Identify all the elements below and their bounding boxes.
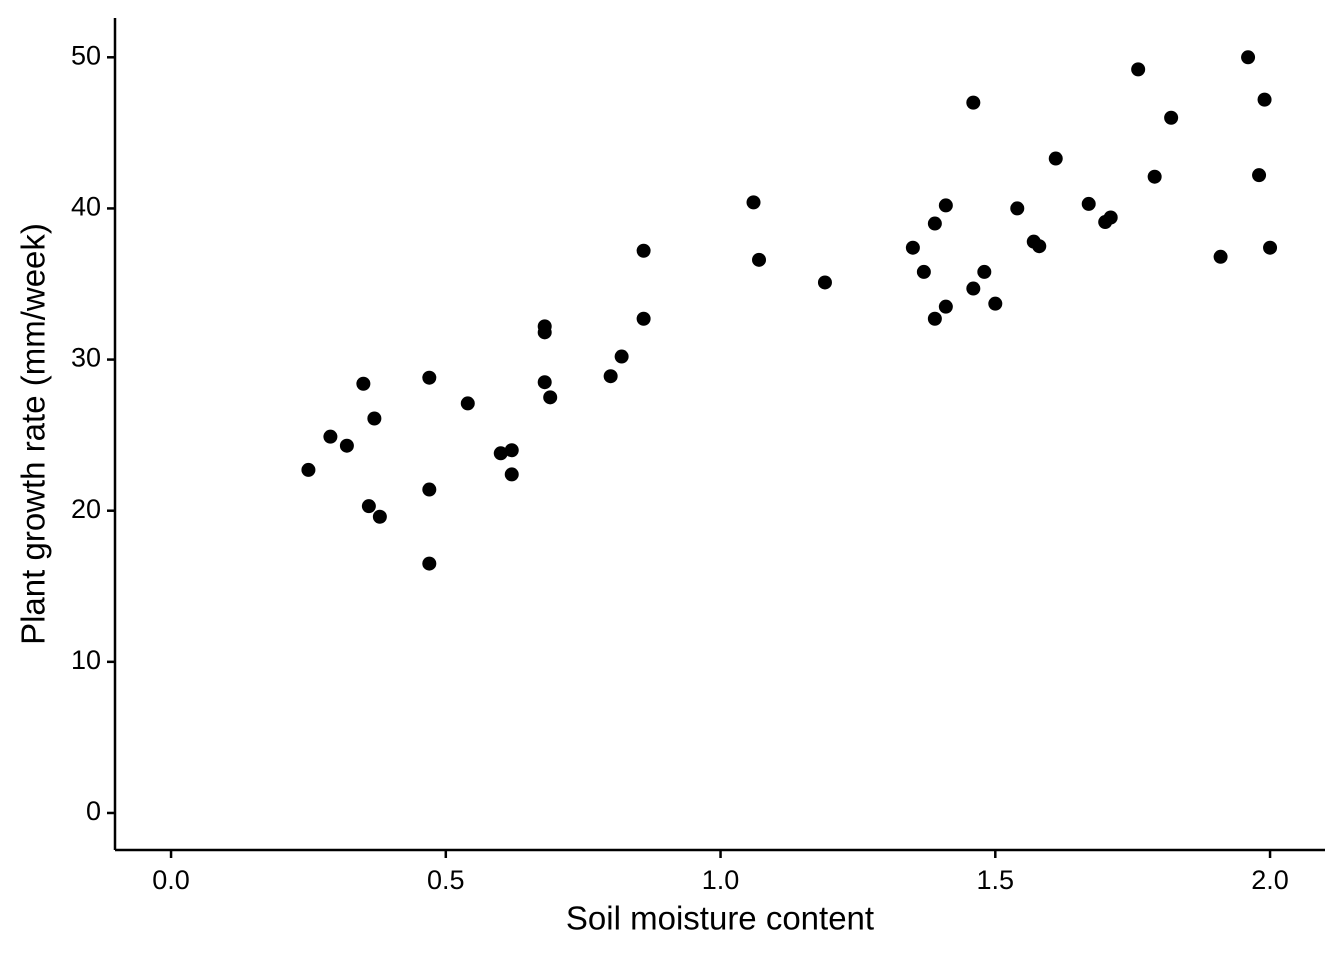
point: [977, 264, 992, 279]
y-axis-title: Plant growth rate (mm/week): [15, 223, 52, 645]
x-tick-label: 1.0: [702, 865, 740, 895]
y-tick-label: 50: [71, 40, 101, 70]
y-tick-label: 10: [71, 645, 101, 675]
point: [966, 95, 981, 110]
point: [543, 390, 558, 405]
point: [1103, 210, 1118, 225]
point: [916, 264, 931, 279]
point: [1081, 196, 1096, 211]
point: [1241, 50, 1256, 65]
point: [614, 349, 629, 364]
point: [746, 195, 761, 210]
point: [927, 216, 942, 231]
y-tick-label: 0: [86, 796, 101, 826]
point: [1252, 168, 1267, 183]
y-tick-label: 20: [71, 494, 101, 524]
point: [938, 198, 953, 213]
x-tick-label: 2.0: [1251, 865, 1289, 895]
point: [1032, 239, 1047, 254]
point: [537, 375, 552, 390]
point: [372, 509, 387, 524]
point: [422, 482, 437, 497]
x-axis-title: Soil moisture content: [566, 900, 874, 937]
point: [493, 446, 508, 461]
point: [1257, 92, 1272, 107]
point: [367, 411, 382, 426]
point: [1263, 240, 1278, 255]
y-tick-label: 40: [71, 192, 101, 222]
point: [504, 467, 519, 482]
x-tick-label: 0.5: [427, 865, 465, 895]
point: [356, 376, 371, 391]
point: [422, 556, 437, 571]
point: [966, 281, 981, 296]
point: [537, 319, 552, 334]
point: [301, 462, 316, 477]
point: [339, 438, 354, 453]
point: [1048, 151, 1063, 166]
point: [938, 299, 953, 314]
point: [323, 429, 338, 444]
y-tick-label: 30: [71, 343, 101, 373]
point: [460, 396, 475, 411]
point: [504, 443, 519, 458]
point: [422, 370, 437, 385]
point: [1131, 62, 1146, 77]
x-tick-label: 1.5: [977, 865, 1015, 895]
point: [603, 369, 618, 384]
point: [905, 240, 920, 255]
point: [1213, 249, 1228, 264]
point: [1164, 110, 1179, 125]
point: [988, 296, 1003, 311]
point: [927, 311, 942, 326]
point: [361, 499, 376, 514]
point: [636, 311, 651, 326]
x-tick-label: 0.0: [152, 865, 190, 895]
point: [752, 252, 767, 267]
point: [636, 243, 651, 258]
point: [1147, 169, 1162, 184]
point: [1010, 201, 1025, 216]
point: [817, 275, 832, 290]
